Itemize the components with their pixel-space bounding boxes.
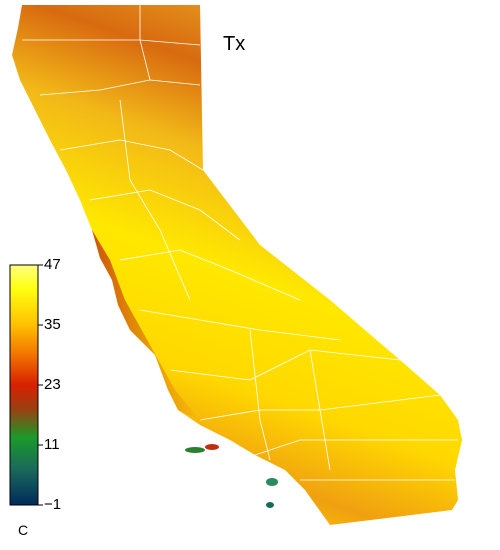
county-lines — [22, 5, 458, 481]
colorbar-tick-label: 23 — [44, 376, 61, 393]
colorbar-tick-label: 35 — [44, 316, 61, 333]
colorbar: −1 11 23 35 47 — [9, 256, 61, 513]
state-shape — [12, 5, 462, 525]
colorbar-tick-label: 47 — [44, 256, 61, 273]
colorbar-ramp — [9, 264, 39, 506]
colorbar-tick-label: 11 — [44, 436, 60, 453]
colorbar-unit: C — [18, 522, 28, 538]
map-title: Tx — [223, 33, 245, 55]
coast-band — [92, 230, 200, 420]
islands — [185, 444, 278, 508]
state-map — [12, 5, 462, 525]
colorbar-tick-label: −1 — [44, 496, 61, 513]
